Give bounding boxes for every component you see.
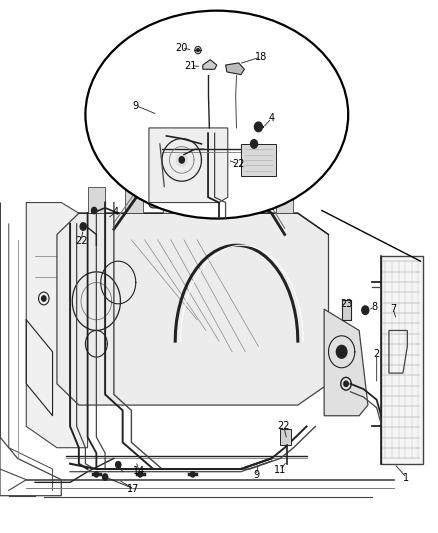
Text: 14: 14 <box>133 466 145 476</box>
Bar <box>238 195 256 213</box>
Circle shape <box>254 122 262 132</box>
Circle shape <box>362 306 369 314</box>
Circle shape <box>102 474 108 480</box>
Bar <box>125 177 143 213</box>
Circle shape <box>251 140 258 148</box>
Circle shape <box>42 296 46 301</box>
Circle shape <box>191 472 195 477</box>
Bar <box>163 177 180 213</box>
Bar <box>342 300 351 320</box>
FancyBboxPatch shape <box>149 165 237 208</box>
Polygon shape <box>149 128 228 203</box>
Bar <box>201 185 218 213</box>
Bar <box>276 197 293 213</box>
Bar <box>88 187 105 213</box>
Circle shape <box>177 154 187 166</box>
Text: 21: 21 <box>184 61 197 70</box>
Text: 18: 18 <box>254 52 267 62</box>
Bar <box>280 429 291 445</box>
Circle shape <box>80 223 86 230</box>
Text: 4: 4 <box>113 207 119 217</box>
Text: 20: 20 <box>176 43 188 53</box>
Polygon shape <box>26 203 96 448</box>
Circle shape <box>336 345 347 358</box>
Polygon shape <box>324 309 368 416</box>
Polygon shape <box>226 63 244 75</box>
Text: 4: 4 <box>268 114 275 123</box>
Text: 7: 7 <box>390 304 396 314</box>
Circle shape <box>116 462 121 468</box>
Circle shape <box>138 472 142 477</box>
Polygon shape <box>57 213 328 405</box>
Polygon shape <box>381 256 423 464</box>
Bar <box>241 144 276 176</box>
Circle shape <box>179 157 184 163</box>
Text: 11: 11 <box>274 465 286 475</box>
Ellipse shape <box>85 11 348 219</box>
Text: 22: 22 <box>278 422 290 431</box>
Text: 22: 22 <box>233 159 245 169</box>
Text: 1: 1 <box>403 473 410 482</box>
Text: 8: 8 <box>371 302 378 312</box>
Text: 22: 22 <box>75 236 87 246</box>
Text: 2: 2 <box>374 350 380 359</box>
Text: 9: 9 <box>253 471 259 480</box>
Polygon shape <box>203 60 217 69</box>
Circle shape <box>344 381 348 386</box>
Text: 17: 17 <box>127 484 140 494</box>
Text: 9: 9 <box>133 101 139 110</box>
Circle shape <box>92 207 97 214</box>
Circle shape <box>197 49 199 52</box>
Circle shape <box>94 472 99 477</box>
Text: 23: 23 <box>341 299 353 309</box>
